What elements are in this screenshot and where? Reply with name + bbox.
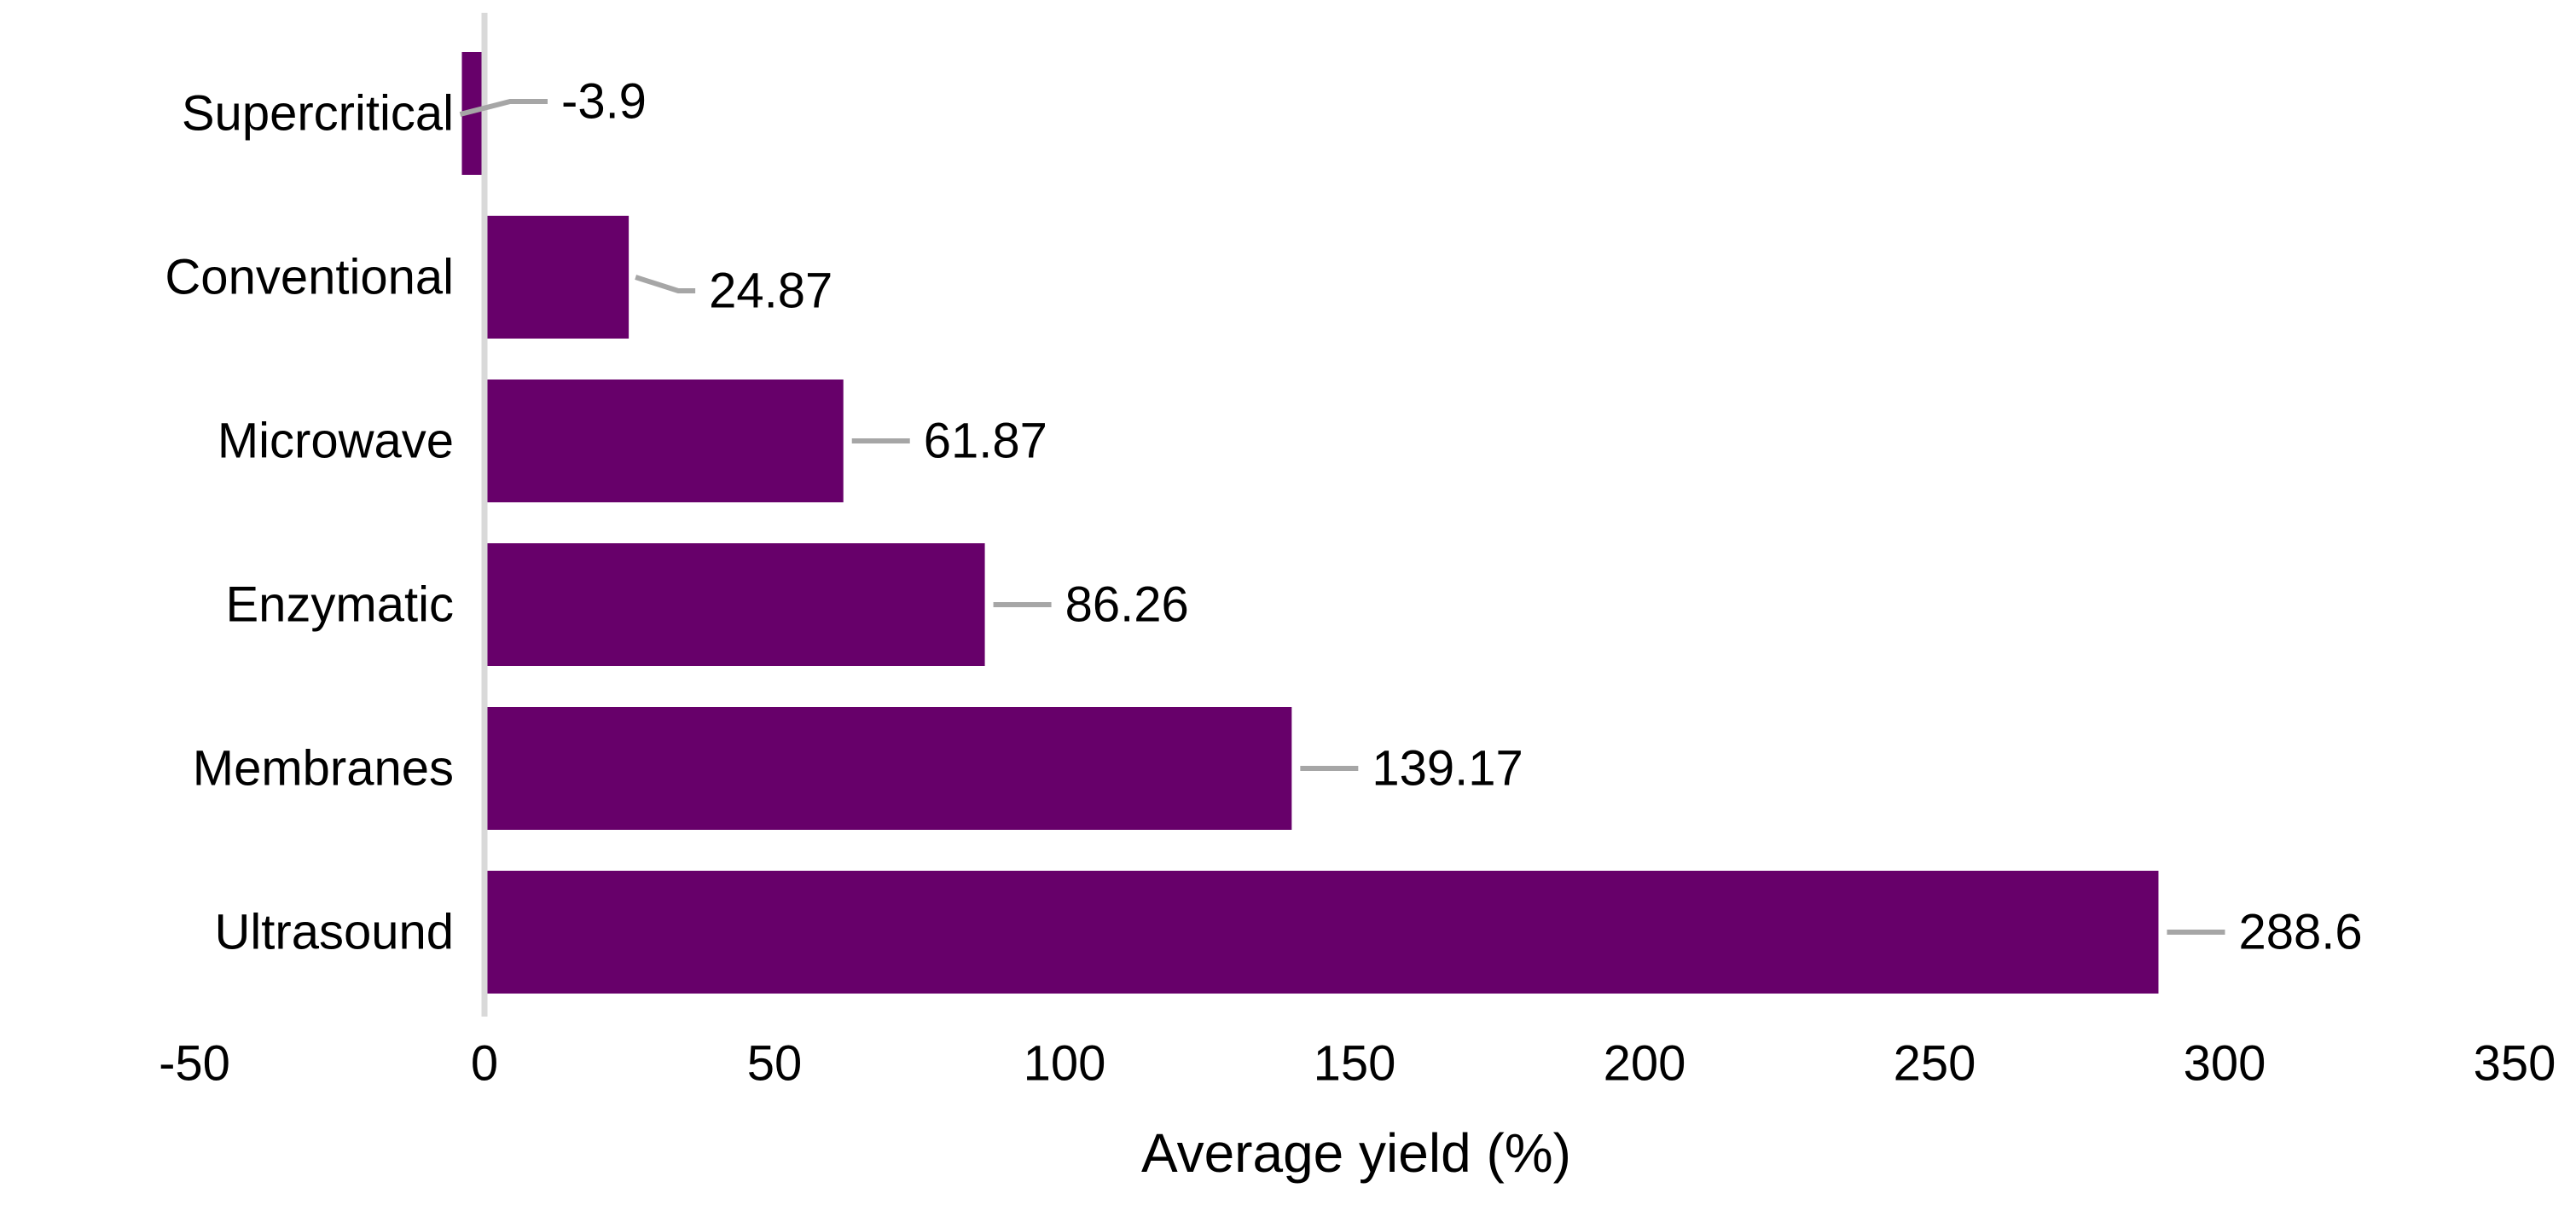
category-label: Membranes [193, 741, 454, 797]
category-label: Supercritical [182, 86, 454, 142]
bar-enzymatic [484, 543, 985, 666]
x-axis-title: Average yield (%) [1141, 1122, 1571, 1184]
leader-line [459, 99, 548, 117]
x-tick-label: 200 [1604, 1036, 1686, 1092]
x-tick-label: 300 [2184, 1036, 2266, 1092]
data-label: 24.87 [709, 264, 833, 319]
data-label: 139.17 [1372, 741, 1523, 797]
category-label: Ultrasound [215, 905, 454, 960]
bar-conventional [484, 216, 629, 339]
x-tick-label: 250 [1894, 1036, 1976, 1092]
category-label: Microwave [218, 414, 454, 469]
data-label: -3.9 [561, 74, 647, 130]
category-label: Enzymatic [225, 577, 454, 633]
x-tick-label: 350 [2474, 1036, 2556, 1092]
x-tick-label: 0 [471, 1036, 498, 1092]
data-label: 86.26 [1065, 577, 1189, 633]
bar-ultrasound [484, 871, 2159, 994]
data-label: 61.87 [924, 414, 1047, 469]
leader-line [635, 275, 696, 293]
category-label: Conventional [165, 250, 454, 305]
bar-membranes [484, 707, 1292, 830]
bar-microwave [484, 380, 844, 502]
data-label: 288.6 [2238, 905, 2362, 960]
x-tick-label: 100 [1024, 1036, 1106, 1092]
x-tick-label: 150 [1314, 1036, 1396, 1092]
x-tick-label: 50 [747, 1036, 803, 1092]
x-tick-label: -50 [159, 1036, 230, 1092]
